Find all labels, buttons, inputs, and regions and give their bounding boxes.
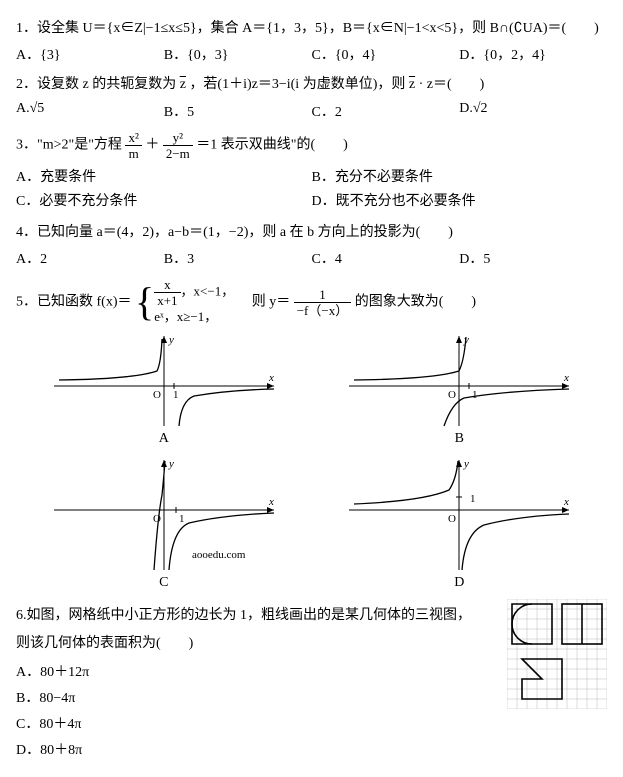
brace-icon: { [135, 282, 154, 322]
q5-c1-cond: ，x<−1， [181, 284, 235, 299]
watermark: aooedu.com [192, 549, 246, 561]
q5-graph-c: O 1 x y aooedu.com C [49, 455, 279, 599]
q5-piecewise: { xx+1，x<−1， eˣ，x≥−1， [135, 278, 234, 327]
q3-frac2-den: 2−m [163, 146, 193, 160]
q4-opt-a: A．2 [16, 248, 164, 268]
q6-opt-c: C．80＋4π [16, 713, 507, 733]
q1-stem: 1．设全集 U＝{x∈Z|−1≤x≤5}，集合 A＝{1，3，5}，B＝{x∈N… [16, 18, 607, 40]
axis-x: x [563, 496, 569, 508]
q5-rhs-den: −f（−x） [294, 303, 352, 317]
q3-stem: 3．"m>2"是"方程 x²m ＋ y²2−m ＝1 表示双曲线"的( ) [16, 131, 607, 160]
q5-label-b: B [344, 431, 574, 447]
q6-opt-a: A．80＋12π [16, 661, 507, 681]
q5-c2: eˣ，x≥−1， [154, 309, 217, 324]
q3-post: ＝1 表示双曲线"的( ) [196, 138, 348, 153]
q2-mid1: ，若(1＋i)z＝3−i(i 为虚数单位)，则 [186, 77, 409, 92]
axis-one: 1 [470, 493, 476, 505]
q5-stem: 5．已知函数 f(x)＝ { xx+1，x<−1， eˣ，x≥−1， 则 y＝ … [16, 278, 607, 327]
q4-opt-c: C．4 [312, 248, 460, 268]
q5-graph-a: O 1 x y A [49, 331, 279, 455]
q3-opt-d: D．既不充分也不必要条件 [312, 190, 608, 210]
q5-pre: 5．已知函数 f(x)＝ [16, 295, 132, 310]
q5-label-a: A [49, 431, 279, 447]
q3-frac-2: y²2−m [163, 131, 193, 160]
axis-origin: O [448, 389, 456, 401]
axis-y: y [168, 334, 174, 346]
q5-graph-row-2: O 1 x y aooedu.com C O 1 x y D [16, 455, 607, 599]
q6-three-view-figure [507, 599, 607, 709]
q1-opt-c: C．{0，4} [312, 44, 460, 64]
q3-frac2-num: y² [163, 131, 193, 146]
axis-one: 1 [472, 389, 478, 401]
q1-opt-d: D．{0，2，4} [459, 44, 607, 64]
axis-x: x [268, 496, 274, 508]
q4-opt-d: D．5 [459, 248, 607, 268]
q6-line2: 则该几何体的表面积为( ) [16, 633, 507, 655]
q5-graph-d: O 1 x y D [344, 455, 574, 599]
axis-x: x [268, 372, 274, 384]
q2-opt-b: B．5 [164, 101, 312, 121]
q5-rhs-num: 1 [294, 288, 352, 303]
q4-options: A．2 B．3 C．4 D．5 [16, 248, 607, 268]
q1-opt-b: B．{0，3} [164, 44, 312, 64]
q5-graph-b: O 1 x y B [344, 331, 574, 455]
axis-y: y [463, 458, 469, 470]
q5-mid: 则 y＝ [238, 295, 291, 310]
axis-x: x [563, 372, 569, 384]
q1-opt-a: A．{3} [16, 44, 164, 64]
q2-pre: 2．设复数 z 的共轭复数为 [16, 77, 180, 92]
q3-plus: ＋ [145, 138, 163, 153]
q5-case1-frac: xx+1 [154, 278, 180, 307]
q5-label-c: C [49, 575, 279, 591]
q4-opt-b: B．3 [164, 248, 312, 268]
axis-origin: O [153, 389, 161, 401]
axis-origin: O [448, 513, 456, 525]
q5-rhs-frac: 1−f（−x） [294, 288, 352, 317]
q3-frac1-num: x² [125, 131, 141, 146]
axis-one: 1 [173, 389, 179, 401]
q6-options: A．80＋12π B．80−4π C．80＋4π D．80＋8π [16, 661, 507, 759]
q2-stem: 2．设复数 z 的共轭复数为 z ，若(1＋i)z＝3−i(i 为虚数单位)，则… [16, 74, 607, 96]
q1-options: A．{3} B．{0，3} C．{0，4} D．{0，2，4} [16, 44, 607, 64]
q6-opt-d: D．80＋8π [16, 739, 507, 759]
q2-mid2: · z＝( ) [415, 77, 484, 92]
q3-frac1-den: m [125, 146, 141, 160]
q3-options: A．充要条件 B．充分不必要条件 C．必要不充分条件 D．既不充分也不必要条件 [16, 164, 607, 212]
q5-label-d: D [344, 575, 574, 591]
axis-y: y [168, 458, 174, 470]
q2-opt-d: D.√2 [459, 101, 607, 121]
q3-opt-b: B．充分不必要条件 [312, 166, 608, 186]
q3-frac-1: x²m [125, 131, 141, 160]
axis-one: 1 [179, 513, 185, 525]
q2-opt-c: C．2 [312, 101, 460, 121]
q3-pre: 3．"m>2"是"方程 [16, 138, 125, 153]
q6-opt-b: B．80−4π [16, 687, 507, 707]
q3-opt-c: C．必要不充分条件 [16, 190, 312, 210]
q5-c1-num: x [154, 278, 180, 293]
q5-graph-row-1: O 1 x y A O 1 x y B [16, 331, 607, 455]
axis-origin: O [153, 513, 161, 525]
q2-opt-a: A.√5 [16, 101, 164, 121]
q2-options: A.√5 B．5 C．2 D.√2 [16, 101, 607, 121]
q3-opt-a: A．充要条件 [16, 166, 312, 186]
q5-c1-den: x+1 [154, 293, 180, 307]
q4-stem: 4．已知向量 a＝(4，2)，a−b＝(1，−2)，则 a 在 b 方向上的投影… [16, 222, 607, 244]
q6-row: 6.如图，网格纸中小正方形的边长为 1，粗线画出的是某几何体的三视图， 则该几何… [16, 599, 607, 766]
q5-post: 的图象大致为( ) [355, 295, 476, 310]
q6-line1: 6.如图，网格纸中小正方形的边长为 1，粗线画出的是某几何体的三视图， [16, 605, 507, 627]
